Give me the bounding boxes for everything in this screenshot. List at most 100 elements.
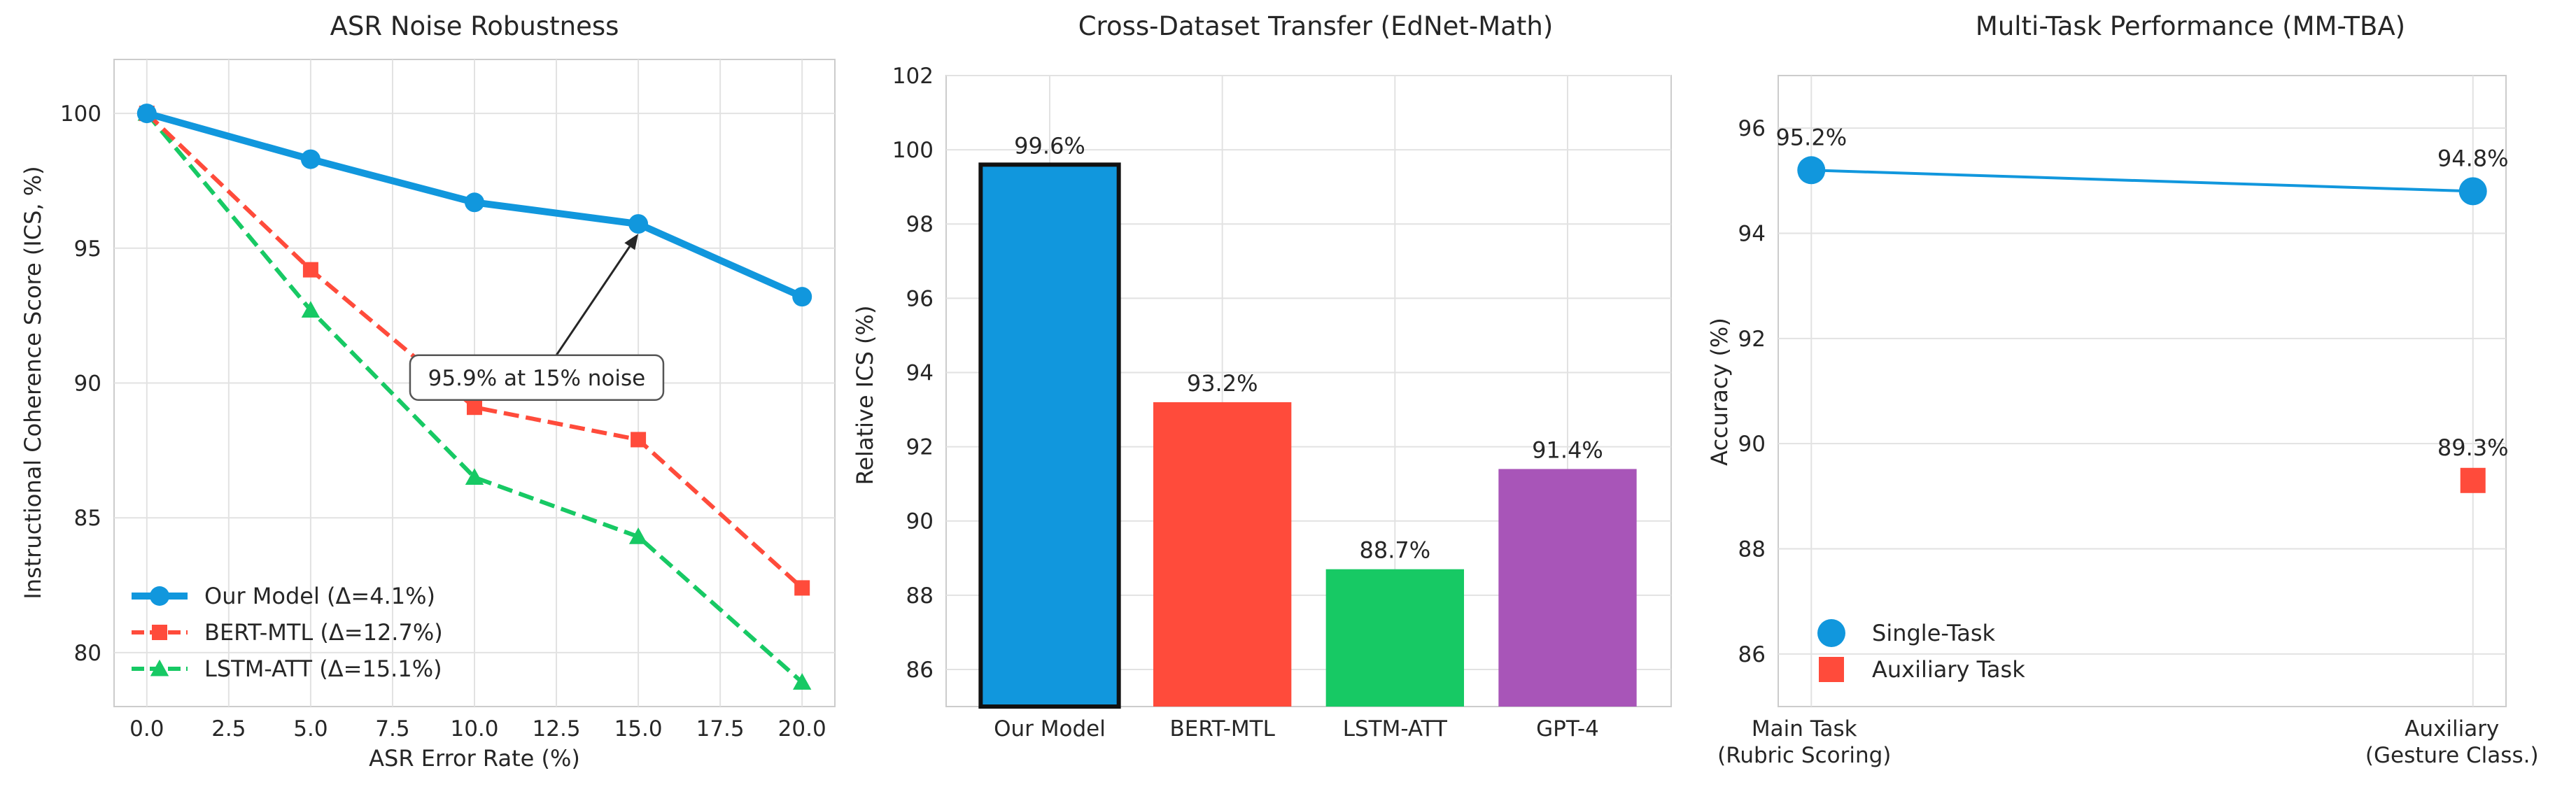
x-tick-labels: Main Task(Rubric Scoring) Auxiliary(Gestu… bbox=[1717, 716, 2538, 768]
y-tick-label: 80 bbox=[74, 641, 101, 666]
chart-title: ASR Noise Robustness bbox=[330, 11, 619, 41]
y-tick-label: 94 bbox=[1738, 222, 1766, 247]
legend-marker bbox=[152, 625, 167, 640]
bar-1: 93.2% bbox=[1153, 370, 1292, 707]
data-point bbox=[2460, 467, 2486, 493]
legend-label: BERT-MTL (Δ=12.7%) bbox=[204, 619, 443, 646]
data-point bbox=[628, 527, 648, 544]
x-tick-label: LSTM-ATT bbox=[1343, 716, 1448, 742]
grid-lines bbox=[1778, 76, 2506, 707]
bars: 99.6% 93.2% 88.7% 91.4% bbox=[978, 132, 1637, 709]
legend-label: Auxiliary Task bbox=[1872, 656, 2025, 683]
x-tick-label: 5.0 bbox=[293, 716, 328, 742]
bar-3: 91.4% bbox=[1498, 437, 1637, 707]
y-tick-label: 92 bbox=[1738, 327, 1766, 352]
y-tick-label: 98 bbox=[906, 212, 934, 237]
data-point bbox=[302, 262, 318, 278]
panel-cross-dataset-transfer: Cross-Dataset Transfer (EdNet-Math) 86 88… bbox=[852, 11, 1672, 742]
series-layer: 95.2% 94.8% 89.3% bbox=[1775, 124, 2509, 493]
data-point bbox=[467, 399, 482, 416]
data-point bbox=[794, 580, 810, 596]
data-point bbox=[136, 104, 157, 124]
x-tick-label: 15.0 bbox=[614, 716, 663, 742]
data-point bbox=[300, 149, 321, 169]
legend-label: Single-Task bbox=[1872, 620, 1996, 646]
x-tick-label: 17.5 bbox=[696, 716, 745, 742]
y-tick-label: 100 bbox=[60, 101, 101, 127]
legend-marker bbox=[150, 659, 169, 676]
panel-asr-noise-robustness: ASR Noise Robustness 0.0 2.5 5.0 7.5 10.0 12.… bbox=[20, 11, 836, 772]
x-tick-label: 20.0 bbox=[778, 716, 826, 742]
annotation-box bbox=[409, 354, 665, 402]
point-value-label: 89.3% bbox=[2437, 434, 2509, 461]
bar-0: 99.6% bbox=[978, 132, 1121, 709]
y-axis-label: Relative ICS (%) bbox=[852, 306, 878, 485]
series-0 bbox=[136, 104, 812, 307]
x-tick-label: BERT-MTL bbox=[1169, 716, 1275, 742]
x-tick-label: Auxiliary bbox=[2405, 716, 2499, 742]
legend-item: Auxiliary Task bbox=[1819, 656, 2025, 683]
x-tick-label: Our Model bbox=[994, 716, 1106, 742]
series-0: 95.2% 94.8% bbox=[1775, 124, 2509, 206]
data-point bbox=[465, 468, 484, 485]
legend-marker bbox=[1819, 657, 1844, 682]
bar-value-label: 91.4% bbox=[1532, 437, 1603, 463]
data-point bbox=[631, 432, 647, 448]
y-tick-label: 86 bbox=[906, 658, 934, 683]
legend: Our Model (Δ=4.1%) BERT-MTL (Δ=12.7%) LSTM… bbox=[132, 583, 443, 682]
y-tick-label: 95 bbox=[74, 236, 101, 262]
legend-item: BERT-MTL (Δ=12.7%) bbox=[132, 619, 443, 646]
data-point bbox=[1797, 156, 1826, 185]
y-tick-label: 90 bbox=[74, 371, 101, 397]
x-tick-label: 0.0 bbox=[129, 716, 164, 742]
data-point bbox=[792, 673, 812, 690]
y-tick-label: 96 bbox=[1738, 116, 1766, 141]
y-tick-labels: 86 88 90 92 94 96 98 100 102 bbox=[892, 64, 934, 683]
bar-value-label: 93.2% bbox=[1187, 370, 1258, 397]
series-line bbox=[145, 112, 804, 684]
annotation-arrowhead bbox=[624, 234, 639, 250]
y-tick-label: 94 bbox=[906, 360, 934, 385]
x-tick-label-sub: (Gesture Class.) bbox=[2365, 743, 2539, 768]
bar bbox=[1153, 402, 1292, 707]
x-tick-label-sub: (Rubric Scoring) bbox=[1717, 743, 1891, 768]
panel-multi-task-performance: Multi-Task Performance (MM-TBA) 86 88 90 92… bbox=[1706, 11, 2539, 768]
legend-item: LSTM-ATT (Δ=15.1%) bbox=[132, 655, 442, 682]
data-point bbox=[2458, 177, 2487, 206]
y-tick-label: 90 bbox=[906, 509, 934, 534]
x-tick-labels: 0.0 2.5 5.0 7.5 10.0 12.5 15.0 17.5 20.0 bbox=[129, 716, 826, 742]
y-tick-label: 102 bbox=[892, 64, 934, 89]
annotation-arrow bbox=[555, 246, 631, 356]
legend-marker bbox=[150, 586, 169, 606]
chart-title: Cross-Dataset Transfer (EdNet-Math) bbox=[1078, 11, 1554, 41]
data-point bbox=[792, 287, 812, 307]
y-tick-label: 96 bbox=[906, 286, 934, 311]
x-tick-label: Main Task bbox=[1752, 716, 1857, 742]
series-1: 89.3% bbox=[2437, 434, 2509, 493]
data-point bbox=[465, 192, 484, 213]
data-point bbox=[301, 301, 321, 318]
legend: Single-Task Auxiliary Task bbox=[1817, 619, 2025, 683]
y-tick-label: 90 bbox=[1738, 432, 1766, 457]
bar bbox=[1498, 469, 1637, 707]
y-tick-label: 85 bbox=[74, 506, 101, 531]
annotation-text: 95.9% at 15% noise bbox=[428, 366, 646, 391]
x-tick-label: 12.5 bbox=[533, 716, 581, 742]
y-tick-label: 92 bbox=[906, 435, 934, 460]
series-layer bbox=[136, 104, 812, 690]
y-axis-label: Instructional Coherence Score (ICS, %) bbox=[20, 166, 46, 599]
plot-area bbox=[1778, 75, 2507, 707]
y-axis-label: Accuracy (%) bbox=[1706, 318, 1733, 466]
x-tick-label: 7.5 bbox=[375, 716, 409, 742]
legend-item: Single-Task bbox=[1817, 619, 1996, 647]
x-tick-label: GPT-4 bbox=[1536, 716, 1599, 742]
y-tick-label: 88 bbox=[1738, 537, 1766, 562]
y-tick-label: 88 bbox=[906, 583, 934, 609]
legend-label: LSTM-ATT (Δ=15.1%) bbox=[204, 655, 442, 682]
legend-marker bbox=[1817, 619, 1845, 647]
y-tick-label: 86 bbox=[1738, 642, 1766, 667]
y-tick-labels: 86 88 90 92 94 96 bbox=[1738, 116, 1766, 667]
series-line bbox=[1811, 169, 2473, 193]
legend-item: Our Model (Δ=4.1%) bbox=[132, 583, 435, 609]
